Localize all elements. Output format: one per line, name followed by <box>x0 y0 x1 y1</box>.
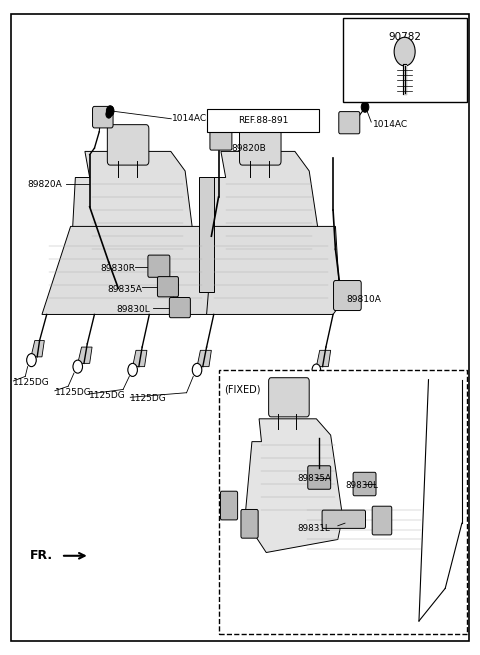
Circle shape <box>128 364 137 377</box>
Polygon shape <box>197 350 211 367</box>
Text: 89830L: 89830L <box>116 305 150 314</box>
FancyBboxPatch shape <box>148 255 170 277</box>
Text: (FIXED): (FIXED) <box>224 384 261 394</box>
FancyBboxPatch shape <box>157 276 179 297</box>
Polygon shape <box>71 151 197 305</box>
Text: 1014AC: 1014AC <box>372 119 408 128</box>
Text: 1014AC: 1014AC <box>172 114 207 123</box>
Text: 89820B: 89820B <box>231 143 266 153</box>
Text: 89820A: 89820A <box>28 179 62 189</box>
Text: 89831L: 89831L <box>297 524 330 533</box>
Circle shape <box>106 110 112 118</box>
FancyBboxPatch shape <box>308 466 331 489</box>
Polygon shape <box>199 178 214 291</box>
FancyBboxPatch shape <box>339 111 360 134</box>
FancyBboxPatch shape <box>220 491 238 520</box>
Bar <box>343 18 467 102</box>
Polygon shape <box>132 350 147 367</box>
Text: 89830L: 89830L <box>345 481 378 490</box>
Polygon shape <box>78 347 92 364</box>
Circle shape <box>361 102 369 112</box>
Text: 89830R: 89830R <box>101 265 136 273</box>
FancyBboxPatch shape <box>353 472 376 496</box>
Text: 90782: 90782 <box>388 32 421 43</box>
FancyBboxPatch shape <box>269 378 309 417</box>
Text: 1125DG: 1125DG <box>13 378 50 387</box>
FancyBboxPatch shape <box>240 124 281 165</box>
FancyBboxPatch shape <box>169 297 191 318</box>
Text: 1125DG: 1125DG <box>130 394 167 403</box>
Circle shape <box>312 364 321 376</box>
Bar <box>206 109 319 132</box>
Circle shape <box>192 364 202 377</box>
Circle shape <box>394 37 415 66</box>
FancyBboxPatch shape <box>322 510 365 529</box>
Polygon shape <box>245 419 343 553</box>
Polygon shape <box>42 227 214 314</box>
Polygon shape <box>206 227 340 314</box>
FancyBboxPatch shape <box>108 124 149 165</box>
Circle shape <box>107 105 114 116</box>
Polygon shape <box>31 341 44 357</box>
Text: 1125DG: 1125DG <box>89 391 125 400</box>
Bar <box>218 370 467 634</box>
Circle shape <box>73 360 83 373</box>
Circle shape <box>27 354 36 366</box>
FancyBboxPatch shape <box>372 506 392 535</box>
Text: 1125DG: 1125DG <box>55 388 92 396</box>
Text: REF.88-891: REF.88-891 <box>238 116 288 125</box>
Circle shape <box>73 361 82 373</box>
Polygon shape <box>316 350 331 367</box>
Text: 89835A: 89835A <box>108 284 142 293</box>
FancyBboxPatch shape <box>334 280 361 310</box>
Circle shape <box>193 364 201 376</box>
Circle shape <box>27 354 36 367</box>
Polygon shape <box>204 151 324 305</box>
Text: 89810A: 89810A <box>346 295 381 304</box>
FancyBboxPatch shape <box>241 510 258 538</box>
Text: FR.: FR. <box>30 550 53 562</box>
FancyBboxPatch shape <box>210 126 232 150</box>
Circle shape <box>128 364 137 376</box>
Text: 89835A: 89835A <box>297 474 331 483</box>
FancyBboxPatch shape <box>93 106 113 128</box>
